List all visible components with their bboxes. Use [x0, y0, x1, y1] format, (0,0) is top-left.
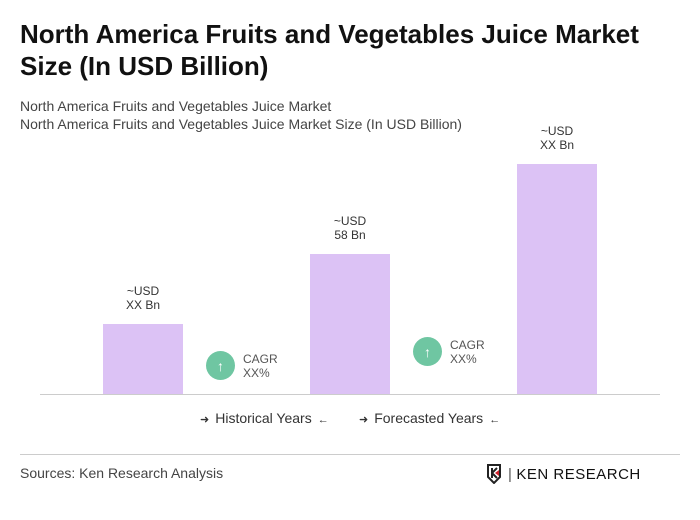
cagr-label: CAGR	[243, 351, 278, 366]
bar-data-label: ~USD XX Bn	[497, 124, 617, 152]
subtitle-1: North America Fruits and Vegetables Juic…	[20, 98, 332, 114]
bar-label-line2: XX Bn	[125, 297, 161, 312]
cagr-value: XX%	[450, 351, 477, 366]
arrow-right-icon: ➜	[200, 414, 210, 426]
bar-label-line1: ~USD	[126, 283, 160, 298]
bar-2	[310, 253, 390, 394]
bar-label-line1: ~USD	[540, 124, 574, 139]
bar-data-label: ~USD XX Bn	[83, 284, 203, 312]
arrow-left-icon: ←	[489, 414, 501, 426]
ken-research-logo: | KEN RESEARCH	[486, 464, 641, 484]
cagr-label: CAGR	[450, 337, 485, 352]
chart-title: North America Fruits and Vegetables Juic…	[20, 19, 639, 81]
source-text: Sources: Ken Research Analysis	[20, 465, 224, 481]
subtitle-2: North America Fruits and Vegetables Juic…	[20, 116, 462, 132]
logo-text: KEN RESEARCH	[516, 465, 641, 483]
bar-label-line1: ~USD	[333, 213, 367, 228]
arrow-up-icon: ↑	[206, 351, 235, 380]
cagr-value: XX%	[243, 365, 270, 380]
bar-label-line2: XX Bn	[539, 138, 575, 153]
arrow-left-icon: ←	[317, 414, 329, 426]
x-axis	[40, 394, 660, 395]
legend-forecasted: ➜ Forecasted Years ←	[353, 410, 506, 426]
cagr-badge-1: ↑ CAGR XX%	[206, 351, 278, 380]
bar-data-label: ~USD 58 Bn	[290, 214, 410, 242]
bar-3	[517, 164, 597, 394]
cagr-badge-2: ↑ CAGR XX%	[413, 337, 485, 366]
arrow-right-icon: ➜	[359, 414, 369, 426]
footer-divider	[20, 454, 680, 455]
bar-label-line2: 58 Bn	[334, 227, 366, 242]
bar-1	[103, 323, 183, 394]
arrow-up-icon: ↑	[413, 337, 442, 366]
legend-forecasted-label: Forecasted Years	[374, 410, 484, 426]
legend-historical: ➜ Historical Years ←	[194, 410, 335, 426]
legend-historical-label: Historical Years	[215, 410, 312, 426]
logo-mark-icon	[487, 464, 501, 484]
